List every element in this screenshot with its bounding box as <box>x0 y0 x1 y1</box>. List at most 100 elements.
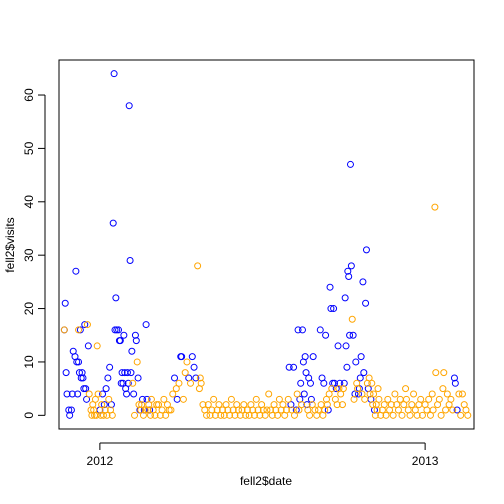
data-point-series-1 <box>127 369 135 377</box>
data-point-series-2 <box>240 401 248 409</box>
data-point-series-2 <box>91 395 99 403</box>
data-point-series-2 <box>145 401 153 409</box>
data-point-series-2 <box>368 379 376 387</box>
data-point-series-1 <box>450 374 458 382</box>
data-point-series-1 <box>61 299 69 307</box>
data-point-series-2 <box>431 203 439 211</box>
data-point-series-2 <box>348 315 356 323</box>
data-point-series-2 <box>464 411 472 419</box>
data-point-series-2 <box>175 379 183 387</box>
data-point-series-2 <box>169 390 177 398</box>
data-point-series-2 <box>288 406 296 414</box>
data-point-series-2 <box>339 385 347 393</box>
data-point-series-1 <box>320 379 328 387</box>
data-point-series-2 <box>138 401 146 409</box>
data-point-series-2 <box>437 411 445 419</box>
data-point-series-2 <box>108 411 116 419</box>
data-point-series-2 <box>372 401 380 409</box>
data-point-series-1 <box>307 395 315 403</box>
data-point-series-1 <box>132 337 140 345</box>
data-point-series-2 <box>98 401 106 409</box>
data-point-series-1 <box>84 342 92 350</box>
data-point-series-1 <box>126 257 134 265</box>
data-point-series-1 <box>356 374 364 382</box>
data-point-series-2 <box>129 379 137 387</box>
data-point-series-1 <box>100 401 108 409</box>
data-point-series-1 <box>102 385 110 393</box>
data-point-series-2 <box>366 390 374 398</box>
data-point-series-1 <box>301 353 309 361</box>
data-point-series-1 <box>62 369 70 377</box>
data-point-series-1 <box>119 379 127 387</box>
data-point-series-1 <box>294 326 302 334</box>
data-point-series-2 <box>413 411 421 419</box>
y-tick-label: 50 <box>22 141 36 155</box>
data-point-series-2 <box>321 406 329 414</box>
data-point-series-2 <box>147 395 155 403</box>
data-point-series-2 <box>384 395 392 403</box>
data-point-series-2 <box>418 411 426 419</box>
data-point-series-1 <box>351 390 359 398</box>
data-point-series-2 <box>428 390 436 398</box>
data-point-series-2 <box>298 401 306 409</box>
x-tick-label: 2012 <box>87 454 114 468</box>
data-point-series-1 <box>107 401 115 409</box>
data-point-series-1 <box>81 321 89 329</box>
data-point-series-2 <box>89 401 97 409</box>
data-point-series-2 <box>172 385 180 393</box>
data-point-series-2 <box>370 390 378 398</box>
data-point-series-2 <box>226 411 234 419</box>
data-point-series-1 <box>347 262 355 270</box>
data-point-series-2 <box>295 406 303 414</box>
data-point-series-2 <box>443 390 451 398</box>
data-point-series-1 <box>287 401 295 409</box>
data-point-series-1 <box>124 379 132 387</box>
data-point-series-2 <box>350 395 358 403</box>
data-point-series-2 <box>328 385 336 393</box>
data-point-series-1 <box>451 379 459 387</box>
data-point-series-2 <box>374 385 382 393</box>
data-point-series-2 <box>282 406 290 414</box>
data-point-series-2 <box>358 390 366 398</box>
data-point-series-2 <box>160 395 168 403</box>
data-point-series-1 <box>334 342 342 350</box>
data-point-series-2 <box>220 411 228 419</box>
data-point-series-1 <box>360 369 368 377</box>
data-point-series-2 <box>92 411 100 419</box>
data-point-series-1 <box>106 363 114 371</box>
data-point-series-2 <box>380 401 388 409</box>
data-point-series-1 <box>332 385 340 393</box>
data-point-series-2 <box>162 411 170 419</box>
data-point-series-2 <box>210 395 218 403</box>
data-point-series-2 <box>181 369 189 377</box>
data-point-series-2 <box>215 401 223 409</box>
data-point-series-2 <box>458 390 466 398</box>
data-point-series-2 <box>449 406 457 414</box>
data-point-series-1 <box>72 267 80 275</box>
data-point-series-2 <box>75 326 83 334</box>
data-point-series-1 <box>359 278 367 286</box>
data-point-series-1 <box>82 385 90 393</box>
y-tick-label: 60 <box>22 88 36 102</box>
data-point-series-1 <box>116 337 124 345</box>
data-point-series-1 <box>357 353 365 361</box>
data-point-series-1 <box>115 326 123 334</box>
data-point-series-1 <box>453 406 461 414</box>
data-point-series-2 <box>365 374 373 382</box>
data-point-series-2 <box>133 358 141 366</box>
data-point-series-1 <box>290 363 298 371</box>
data-point-series-2 <box>251 411 258 419</box>
data-point-series-1 <box>78 369 86 377</box>
data-point-series-1 <box>118 369 126 377</box>
data-point-series-1 <box>344 267 352 275</box>
data-point-series-1 <box>83 395 91 403</box>
data-point-series-1 <box>104 374 112 382</box>
data-point-series-1 <box>343 363 351 371</box>
data-point-series-2 <box>90 406 98 414</box>
data-point-series-2 <box>337 390 345 398</box>
y-axis: 0 10 20 30 40 50 60 <box>22 88 46 419</box>
y-tick-label: 20 <box>22 302 36 316</box>
data-point-series-2 <box>406 411 414 419</box>
data-point-series-1 <box>326 283 334 291</box>
data-point-series-2 <box>426 411 434 419</box>
